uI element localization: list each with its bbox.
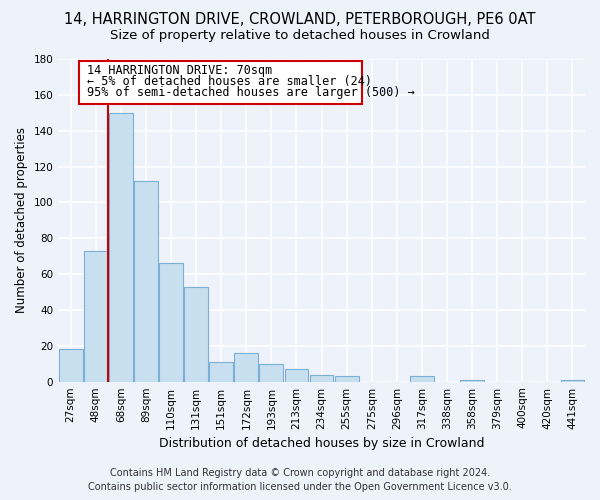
X-axis label: Distribution of detached houses by size in Crowland: Distribution of detached houses by size …: [159, 437, 484, 450]
Text: 14, HARRINGTON DRIVE, CROWLAND, PETERBOROUGH, PE6 0AT: 14, HARRINGTON DRIVE, CROWLAND, PETERBOR…: [64, 12, 536, 28]
Bar: [159, 264, 183, 382]
Bar: [284, 369, 308, 382]
Bar: [335, 376, 359, 382]
Bar: [235, 353, 258, 382]
Bar: [560, 380, 584, 382]
Bar: [184, 286, 208, 382]
Y-axis label: Number of detached properties: Number of detached properties: [15, 128, 28, 314]
Text: Contains HM Land Registry data © Crown copyright and database right 2024.
Contai: Contains HM Land Registry data © Crown c…: [88, 468, 512, 492]
Bar: [109, 113, 133, 382]
Bar: [209, 362, 233, 382]
Bar: [59, 350, 83, 382]
FancyBboxPatch shape: [79, 61, 362, 104]
Text: ← 5% of detached houses are smaller (24): ← 5% of detached houses are smaller (24): [87, 75, 372, 88]
Text: 95% of semi-detached houses are larger (500) →: 95% of semi-detached houses are larger (…: [87, 86, 415, 99]
Bar: [84, 251, 108, 382]
Text: Size of property relative to detached houses in Crowland: Size of property relative to detached ho…: [110, 29, 490, 42]
Text: 14 HARRINGTON DRIVE: 70sqm: 14 HARRINGTON DRIVE: 70sqm: [87, 64, 272, 78]
Bar: [134, 181, 158, 382]
Bar: [310, 374, 334, 382]
Bar: [410, 376, 434, 382]
Bar: [259, 364, 283, 382]
Bar: [460, 380, 484, 382]
